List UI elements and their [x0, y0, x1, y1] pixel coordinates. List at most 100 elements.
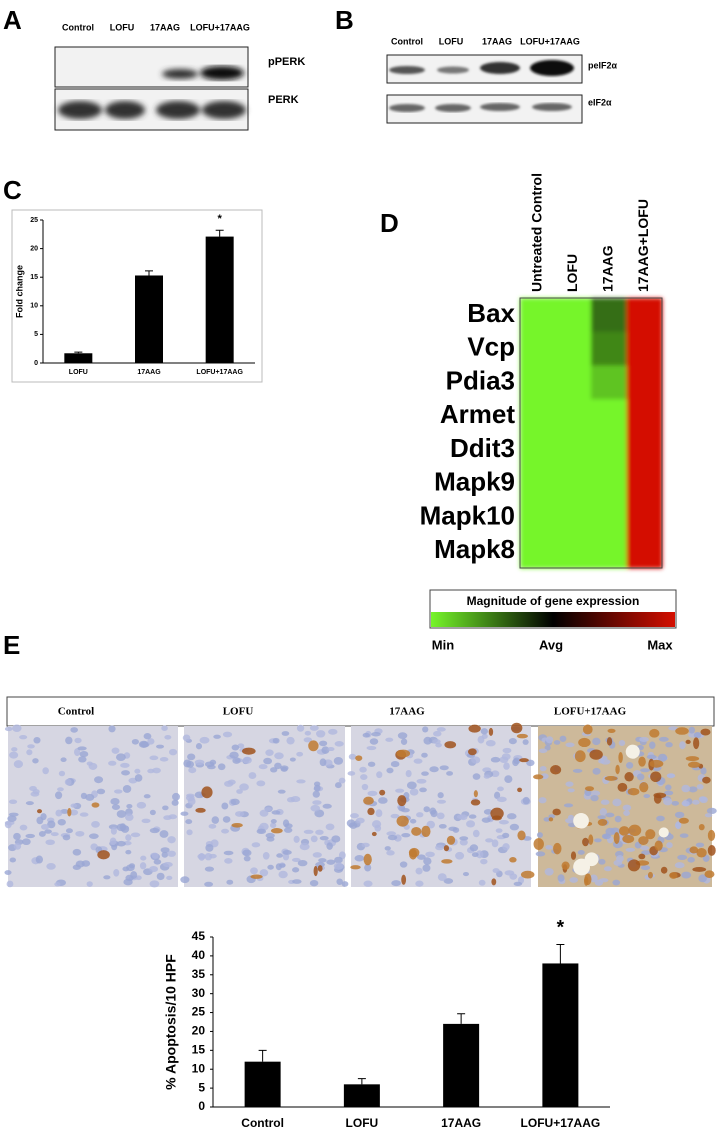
- error-bar: [457, 1013, 466, 1024]
- heatmap-cell: [591, 500, 627, 535]
- nucleus: [395, 788, 405, 793]
- nucleus: [19, 734, 28, 740]
- nucleus: [113, 868, 120, 877]
- nucleus: [242, 849, 252, 857]
- bands: [162, 66, 244, 80]
- nucleus: [448, 826, 458, 832]
- nucleus: [213, 734, 221, 739]
- y-tick-label: 25: [30, 217, 38, 224]
- stain: [702, 776, 711, 784]
- nucleus: [423, 806, 430, 813]
- panel-label: D: [380, 208, 399, 238]
- nucleus: [485, 838, 494, 843]
- bar: [135, 275, 163, 363]
- nucleus: [696, 784, 704, 790]
- lane-label: Control: [62, 22, 94, 32]
- nucleus: [501, 753, 511, 761]
- nucleus: [422, 726, 429, 733]
- nucleus: [21, 838, 31, 846]
- stain: [517, 830, 526, 841]
- nucleus: [72, 848, 82, 856]
- lane-label: LOFU+17AAG: [190, 22, 250, 32]
- nucleus: [538, 797, 547, 804]
- nucleus: [504, 775, 513, 784]
- heatmap-cell: [626, 500, 663, 535]
- nucleus: [195, 743, 203, 750]
- nucleus: [426, 820, 436, 829]
- nucleus: [236, 789, 243, 794]
- stain: [617, 782, 628, 792]
- error-bar: [357, 1078, 366, 1085]
- nucleus: [143, 794, 151, 799]
- nucleus: [425, 851, 435, 858]
- stain: [604, 776, 618, 781]
- nucleus: [369, 738, 379, 745]
- nucleus: [310, 835, 318, 843]
- nucleus: [354, 854, 365, 862]
- nucleus: [513, 757, 521, 765]
- stain: [411, 826, 422, 836]
- nucleus: [45, 839, 55, 846]
- stain: [578, 737, 591, 748]
- stain: [67, 808, 72, 817]
- lane-label: LOFU+17AAG: [520, 36, 580, 46]
- row-label: Mapk10: [420, 500, 515, 530]
- stain: [553, 842, 562, 855]
- stain: [550, 765, 562, 775]
- nucleus: [265, 749, 274, 756]
- stain: [443, 845, 450, 852]
- nucleus: [281, 731, 290, 736]
- nucleus: [62, 834, 71, 841]
- row-label: Mapk9: [434, 467, 515, 497]
- nucleus: [548, 814, 556, 819]
- y-axis-label: Fold change: [14, 265, 24, 318]
- nucleus: [267, 864, 274, 870]
- nucleus: [459, 814, 468, 821]
- stain: [653, 792, 667, 799]
- nucleus: [333, 756, 344, 765]
- nucleus: [700, 767, 707, 775]
- stain: [401, 874, 407, 885]
- stain: [308, 740, 319, 752]
- nucleus: [237, 743, 245, 749]
- nucleus: [103, 875, 111, 880]
- nucleus: [96, 788, 106, 795]
- nucleus: [674, 862, 685, 869]
- y-tick-label: 10: [30, 303, 38, 310]
- nucleus: [85, 793, 95, 801]
- nucleus: [675, 822, 682, 829]
- micrograph: [346, 722, 535, 887]
- nucleus: [640, 768, 650, 773]
- heatmap-cell: [520, 331, 556, 366]
- nucleus: [211, 816, 220, 824]
- x-tick-label: LOFU+17AAG: [521, 1116, 601, 1130]
- nucleus: [297, 859, 308, 867]
- micrograph-label: LOFU: [223, 706, 254, 718]
- nucleus: [186, 793, 195, 798]
- nucleus: [485, 739, 496, 747]
- stain: [692, 867, 707, 872]
- lane-label: 17AAG: [482, 36, 512, 46]
- stain: [517, 787, 523, 793]
- nucleus: [293, 835, 300, 843]
- nucleus: [77, 746, 87, 751]
- nucleus: [270, 819, 277, 824]
- nucleus: [65, 828, 73, 834]
- band-label: peIF2α: [588, 60, 618, 70]
- nucleus: [303, 737, 313, 743]
- nucleus: [296, 724, 305, 732]
- nucleus: [209, 759, 217, 766]
- nucleus: [139, 741, 150, 748]
- nucleus: [153, 859, 162, 865]
- nucleus: [259, 869, 269, 877]
- y-tick-label: 20: [192, 1024, 206, 1038]
- heatmap-cell: [626, 534, 663, 569]
- heatmap-cell: [591, 433, 627, 468]
- nucleus: [108, 725, 116, 733]
- nucleus: [639, 736, 649, 742]
- nucleus: [390, 760, 400, 768]
- nucleus: [385, 737, 394, 742]
- heatmap-cell: [591, 534, 627, 569]
- nucleus: [371, 731, 381, 737]
- nucleus: [646, 754, 657, 760]
